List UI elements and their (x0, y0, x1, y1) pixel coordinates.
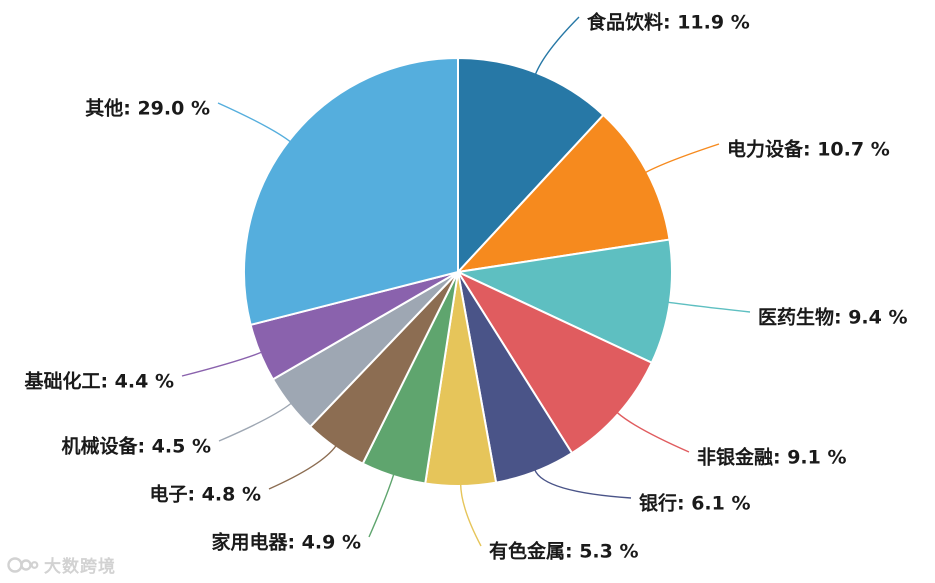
leader-line-3 (667, 301, 751, 313)
slice-label-1: 食品饮料: 11.9 % (587, 11, 750, 34)
slices-layer (243, 57, 673, 487)
leader-line-8 (268, 445, 337, 490)
slice-label-11: 其他: 29.0 % (85, 97, 210, 120)
slice-label-9: 机械设备: 4.5 % (61, 435, 211, 458)
leader-line-10 (181, 351, 262, 377)
slice-label-7: 家用电器: 4.9 % (211, 531, 361, 554)
slice-label-4: 非银金融: 9.1 % (697, 446, 847, 469)
watermark: 大数跨境 (6, 552, 116, 577)
leader-lines-layer (181, 16, 751, 547)
slice-label-3: 医药生物: 9.4 % (758, 306, 908, 329)
leader-line-1 (534, 16, 580, 75)
leader-line-5 (534, 469, 632, 499)
slice-label-8: 电子: 4.8 % (149, 483, 261, 506)
leader-line-2 (644, 143, 720, 174)
labels-layer: 食品饮料: 11.9 % 电力设备: 10.7 % 医药生物: 9.4 % 非银金融:… (23, 11, 907, 563)
slice-label-5: 银行: 6.1 % (639, 492, 751, 515)
leader-line-9 (218, 402, 292, 442)
leader-line-11 (217, 102, 292, 143)
brand-logo-icon (7, 556, 39, 573)
leader-line-7 (368, 473, 395, 538)
watermark-text: 大数跨境 (44, 557, 116, 577)
slice-label-10: 基础化工: 4.4 % (23, 370, 174, 393)
leader-line-6 (459, 483, 482, 547)
slice-label-2: 电力设备: 10.7 % (727, 138, 890, 161)
slice-label-6: 有色金属: 5.3 % (489, 540, 639, 563)
leader-line-4 (616, 411, 690, 453)
